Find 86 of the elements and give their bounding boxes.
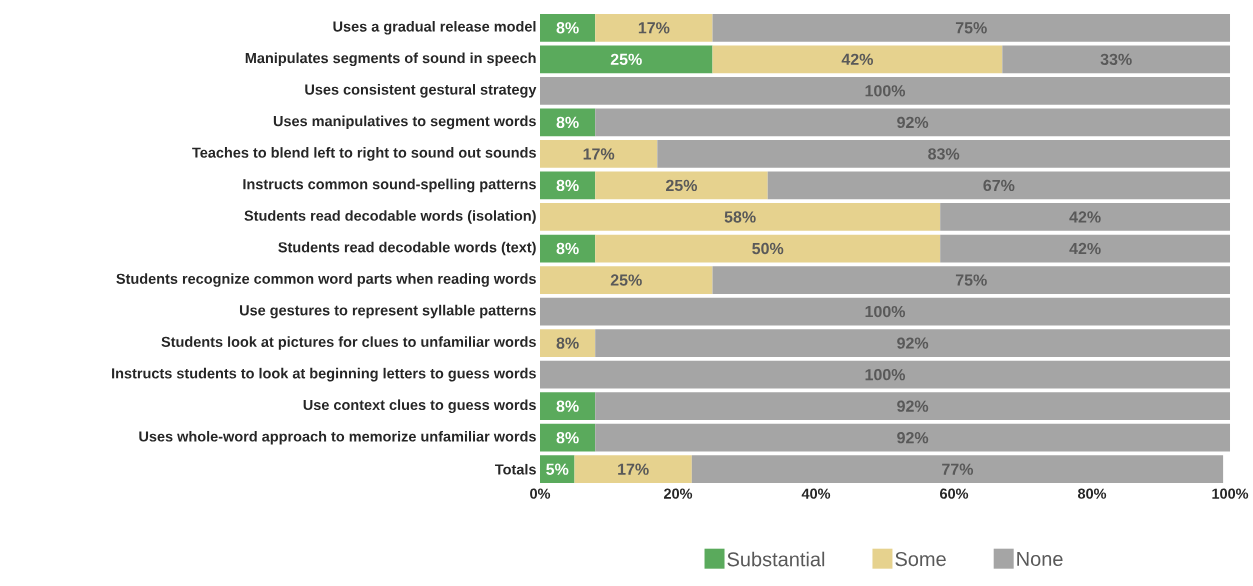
y-tick-label: Totals: [495, 463, 536, 475]
data-label: 58%: [724, 211, 756, 223]
data-label: 75%: [955, 22, 987, 34]
legend-label: Some: [895, 551, 946, 567]
y-tick-label: Teaches to blend left to right to sound out sounds: [192, 147, 536, 161]
data-label: 50%: [752, 242, 784, 255]
y-tick-label: Uses a gradual release model: [333, 20, 536, 35]
data-label: 83%: [928, 148, 960, 160]
y-tick-label: Manipulates segments of sound in speech: [245, 52, 536, 67]
bar: [940, 203, 1231, 231]
bar: [540, 392, 596, 421]
bar: [657, 140, 1231, 168]
data-label: 33%: [1100, 53, 1132, 65]
x-tick-label: 60%: [940, 488, 969, 499]
data-label: 5%: [546, 463, 569, 475]
bar: [540, 108, 596, 137]
legend-label: Substantial: [727, 551, 825, 567]
y-tick-label: Use gestures to represent syllable patterns: [239, 304, 536, 319]
bar: [595, 171, 768, 200]
bar: [540, 76, 1231, 105]
data-label: 17%: [638, 22, 670, 34]
bar: [595, 13, 713, 42]
bar: [540, 329, 596, 357]
data-label: 8%: [556, 116, 579, 129]
data-label: 42%: [1069, 211, 1101, 223]
data-label: 100%: [865, 85, 906, 97]
data-label: 8%: [556, 179, 579, 192]
y-tick-label: Students look at pictures for clues to unfamiliar words: [161, 336, 536, 350]
x-tick-label: 100%: [1212, 488, 1249, 499]
bar: [595, 392, 1231, 421]
bar: [595, 423, 1231, 452]
data-label: 92%: [897, 337, 929, 349]
bar: [595, 234, 941, 263]
x-tick-label: 40%: [801, 488, 831, 499]
data-label: 42%: [1069, 242, 1101, 255]
y-tick-label: Students read decodable words (text): [278, 241, 536, 256]
y-tick-label: Uses whole-word approach to memorize unfamiliar words: [139, 430, 536, 445]
data-label: 8%: [556, 400, 579, 412]
data-label: 8%: [556, 337, 579, 349]
bar: [691, 455, 1224, 484]
bar: [712, 45, 1003, 74]
y-tick-label: Students read decodable words (isolation): [244, 210, 536, 224]
x-tick-label: 80%: [1077, 488, 1107, 499]
bar: [540, 455, 575, 484]
bar: [767, 171, 1231, 200]
y-tick-label: Use context clues to guess words: [303, 399, 536, 413]
data-label: 92%: [897, 432, 929, 444]
data-label: 25%: [610, 53, 642, 65]
data-label: 92%: [897, 116, 929, 129]
data-label: 25%: [610, 274, 642, 286]
y-tick-label: Students recognize common word parts when reading words: [116, 273, 536, 287]
y-tick-label: Instructs students to look at beginning letters to guess words: [112, 367, 536, 382]
bar: [540, 13, 596, 42]
bar: [940, 234, 1231, 263]
data-label: 100%: [865, 305, 906, 318]
bar: [595, 108, 1231, 137]
x-tick-label: 0%: [530, 488, 551, 499]
data-label: 100%: [865, 368, 906, 381]
y-tick-label: Uses manipulatives to segment words: [273, 115, 536, 130]
data-label: 92%: [897, 400, 929, 412]
data-label: 42%: [841, 53, 873, 65]
bar: [712, 266, 1231, 294]
bar: [540, 45, 713, 74]
data-label: 17%: [618, 463, 649, 475]
data-label: 67%: [983, 179, 1015, 192]
bar: [595, 329, 1231, 357]
y-tick-label: Uses consistent gestural strategy: [305, 84, 537, 98]
data-label: 8%: [556, 242, 579, 255]
legend-label: None: [1017, 552, 1063, 567]
y-tick-label: Instructs common sound-spelling patterns: [243, 178, 536, 193]
bar: [574, 455, 692, 484]
bar: [540, 297, 1231, 326]
data-label: 17%: [583, 148, 615, 160]
bar: [1002, 45, 1231, 74]
bar: [540, 423, 596, 452]
x-tick-label: 20%: [663, 488, 693, 499]
bar: [540, 266, 713, 294]
bar: [540, 140, 658, 168]
data-label: 25%: [666, 179, 698, 192]
bar: [712, 13, 1231, 42]
data-label: 77%: [942, 463, 974, 475]
data-label: 8%: [556, 22, 579, 34]
data-label: 75%: [955, 274, 987, 286]
data-label: 8%: [556, 432, 579, 444]
bar: [540, 203, 941, 231]
bar: [540, 360, 1231, 389]
